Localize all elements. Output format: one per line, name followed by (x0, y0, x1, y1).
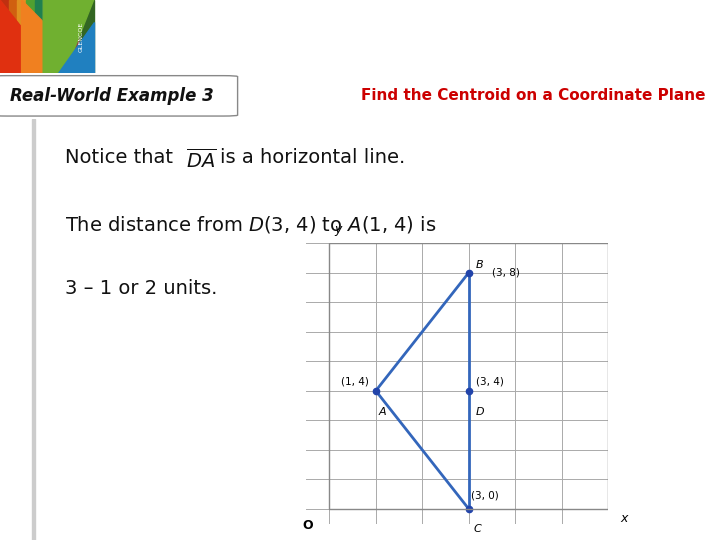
Text: GLENCOE: GLENCOE (78, 21, 83, 52)
FancyBboxPatch shape (0, 76, 238, 116)
Text: (3, 0): (3, 0) (471, 490, 499, 500)
Text: C: C (474, 524, 481, 534)
Text: D: D (476, 407, 485, 417)
Text: (3, 4): (3, 4) (476, 376, 504, 386)
Bar (43, 0, 52, 73)
Text: (3, 8): (3, 8) (492, 267, 520, 278)
Text: x: x (620, 512, 627, 525)
Bar (32, 119, 35, 540)
Bar (52, 0, 60, 73)
Polygon shape (22, 0, 50, 73)
Text: $\overline{DA}$: $\overline{DA}$ (186, 148, 216, 172)
Text: Find the Centroid on a Coordinate Plane: Find the Centroid on a Coordinate Plane (361, 89, 706, 103)
Polygon shape (0, 0, 29, 73)
Text: y: y (334, 222, 341, 235)
Bar (26, 0, 35, 73)
Text: GEOMETRY: GEOMETRY (104, 10, 446, 63)
Bar (0, 0, 9, 73)
Bar (0, 0, 94, 73)
Text: The distance from $D$(3, 4) to $A$(1, 4) is: The distance from $D$(3, 4) to $A$(1, 4)… (65, 213, 436, 234)
Text: O: O (302, 519, 313, 532)
Text: Notice that: Notice that (65, 148, 173, 167)
Bar (9, 0, 17, 73)
Polygon shape (58, 22, 94, 73)
Text: 3 – 1 or 2 units.: 3 – 1 or 2 units. (65, 279, 217, 298)
Bar (69, 0, 78, 73)
Bar (17, 0, 26, 73)
Text: is a horizontal line.: is a horizontal line. (220, 148, 405, 167)
Text: (1, 4): (1, 4) (341, 376, 369, 386)
Polygon shape (43, 0, 94, 73)
Bar (60, 0, 69, 73)
Text: B: B (476, 260, 483, 269)
Text: Real-World Example 3: Real-World Example 3 (10, 87, 213, 105)
Bar (35, 0, 43, 73)
Text: A: A (378, 407, 386, 417)
